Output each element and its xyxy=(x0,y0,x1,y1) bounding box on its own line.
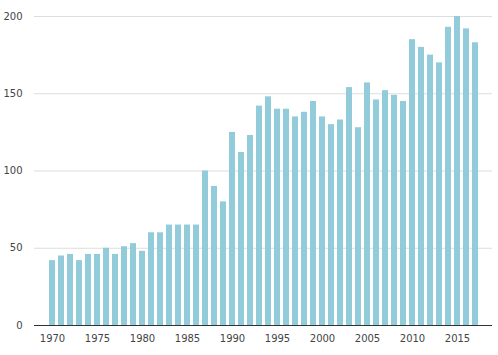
svg-text:1980: 1980 xyxy=(130,333,155,344)
svg-text:200: 200 xyxy=(3,11,22,22)
svg-text:2010: 2010 xyxy=(400,333,425,344)
svg-text:100: 100 xyxy=(3,165,22,176)
svg-text:150: 150 xyxy=(3,88,22,99)
svg-text:2005: 2005 xyxy=(355,333,380,344)
svg-text:0: 0 xyxy=(16,320,22,331)
svg-text:1995: 1995 xyxy=(265,333,290,344)
svg-text:50: 50 xyxy=(10,242,23,253)
svg-text:1990: 1990 xyxy=(220,333,245,344)
svg-text:1975: 1975 xyxy=(85,333,110,344)
svg-text:1970: 1970 xyxy=(40,333,65,344)
svg-text:2000: 2000 xyxy=(310,333,335,344)
svg-text:2015: 2015 xyxy=(445,333,470,344)
svg-text:1985: 1985 xyxy=(175,333,200,344)
